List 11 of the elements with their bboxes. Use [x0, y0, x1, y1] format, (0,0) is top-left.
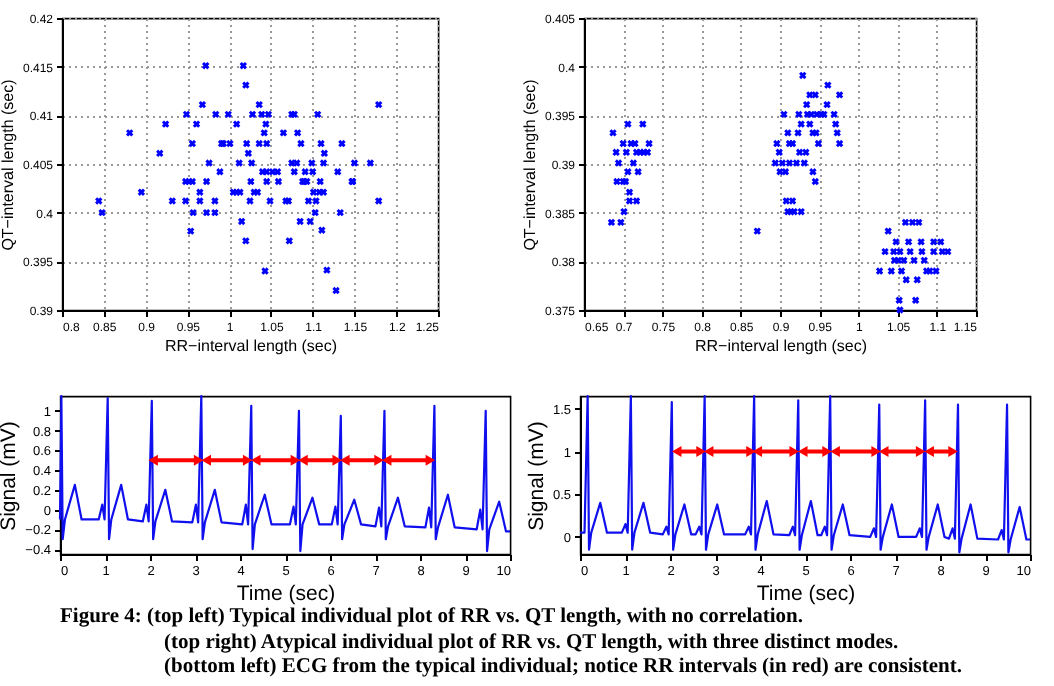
text: (bottom left) ECG from the typical individual; notice RR intervals (in red) are consistent. — [162, 656, 962, 681]
x-axis-title: Time (sec) — [236, 582, 336, 606]
caption: Figure 4: (top left) Typical individual plot of RR vs. QT length, with no correlation. — [60, 606, 806, 631]
x-axis-title: Time (sec) — [756, 582, 856, 606]
x-axis-title: RR−interval length (sec) — [164, 337, 338, 355]
y-axis-title: QT−interval length (sec) — [0, 78, 17, 251]
y-axis-title: Signal (mV) — [0, 421, 22, 531]
y-axis-title: Signal (mV) — [524, 421, 549, 531]
y-axis-title: QT−interval length (sec) — [520, 78, 539, 251]
text: (top right) Atypical individual plot of RR vs. QT length, with three distinct modes. — [162, 631, 901, 656]
x-axis-title: RR−interval length (sec) — [694, 337, 868, 355]
